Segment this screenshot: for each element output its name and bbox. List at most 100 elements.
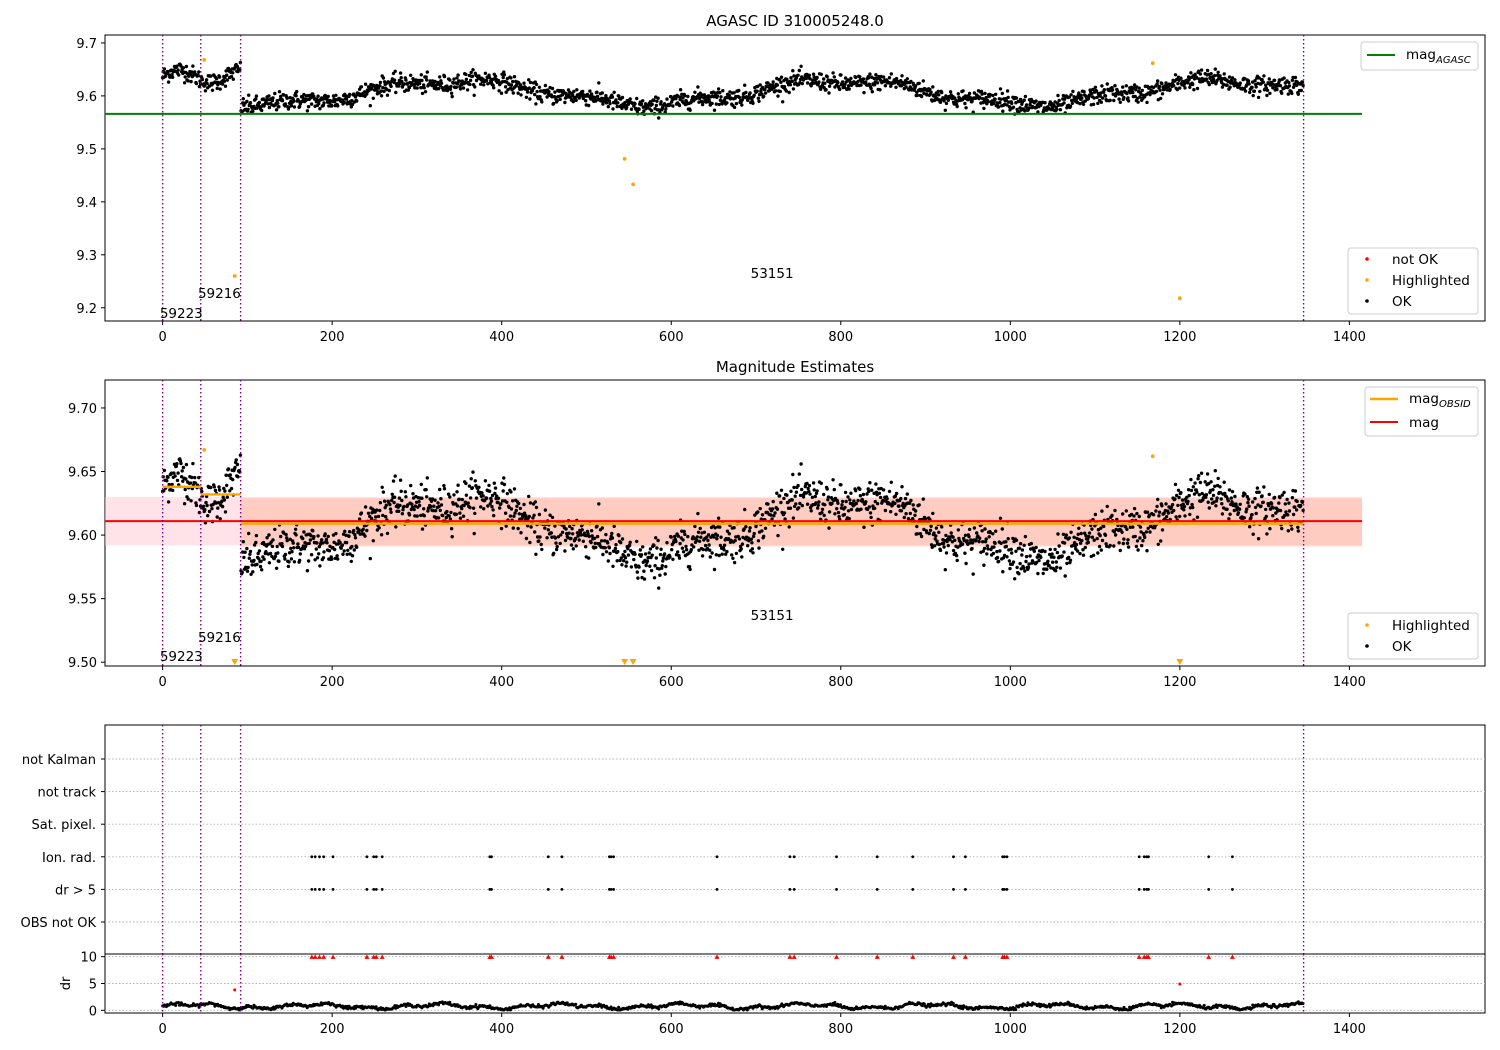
p2-ok-point: [1198, 480, 1203, 485]
p2-ok-point: [452, 493, 456, 497]
p2-ok-point: [790, 498, 794, 502]
p2-ok-point: [611, 564, 615, 568]
p2-ok-point: [985, 552, 989, 556]
p2-ok-point: [471, 470, 475, 474]
p1-ok-point: [1093, 85, 1098, 90]
p2-ok-point: [826, 498, 830, 502]
p2-ok-point: [991, 551, 996, 556]
p2-ok-point: [1248, 525, 1252, 529]
p1-ok-point: [493, 74, 498, 79]
p1-ok-point: [415, 86, 419, 90]
p2-ok-point: [836, 510, 841, 515]
p2-ok-point: [537, 512, 542, 517]
p2-ok-point: [747, 529, 752, 533]
p2-ok-point: [1057, 544, 1061, 548]
p4-dr-point: [197, 1005, 201, 1009]
p1-ok-point: [1090, 91, 1094, 96]
p2-ok-point: [538, 535, 542, 539]
p2-ok-point: [682, 529, 686, 534]
p2-ok-point: [903, 496, 908, 501]
p1-ok-point: [1222, 72, 1226, 76]
p2-ok-point: [868, 511, 873, 515]
p1-ok-point: [1099, 100, 1104, 104]
p1-ok-point: [1179, 76, 1183, 80]
p1-ok-point: [998, 100, 1002, 105]
p2-ok-point: [528, 501, 533, 505]
p1-ok-point: [456, 73, 460, 77]
p1-title: AGASC ID 310005248.0: [706, 12, 884, 30]
p2-ok-point: [743, 507, 747, 512]
p2-ok-point: [1060, 554, 1064, 558]
p2-ok-point: [981, 540, 985, 544]
p2-ok-point: [1195, 515, 1200, 519]
p2-ok-point: [317, 552, 321, 556]
p1-ok-point: [979, 89, 984, 94]
p2-ok-point: [1096, 551, 1100, 555]
p1-ok-point: [612, 90, 616, 95]
p1-ok-point: [574, 98, 578, 103]
p1-ok-point: [209, 74, 213, 78]
p2-ok-point: [956, 528, 960, 532]
p2-ok-point: [398, 478, 403, 482]
p1-ok-point: [1052, 103, 1056, 107]
p2-ok-point: [934, 534, 938, 538]
p2-ok-point: [473, 479, 477, 483]
p2-ok-point: [1034, 545, 1038, 550]
p3-flag-point: [875, 888, 879, 891]
p1-ok-point: [379, 89, 383, 93]
p2-ok-point: [334, 531, 338, 536]
p2-ok-point: [577, 538, 581, 542]
p2-ok-point: [491, 508, 495, 512]
p2-ok-point: [1097, 544, 1102, 549]
p1-ok-point: [353, 95, 358, 99]
p2-ok-point: [415, 514, 419, 518]
p2-ok-point: [623, 556, 628, 560]
p1-ok-point: [668, 103, 672, 107]
p2-ok-point: [287, 560, 291, 564]
p1-x-tick-label: 1400: [1333, 330, 1366, 345]
p2-ok-point: [830, 501, 834, 506]
p2-ok-point: [1293, 505, 1297, 509]
p1-ok-point: [1168, 87, 1172, 92]
p1-ok-point: [1253, 79, 1257, 83]
p2-ok-point: [587, 534, 591, 539]
p2-ok-point: [332, 540, 336, 544]
p2-ok-point: [674, 539, 678, 544]
p2-ok-point: [503, 511, 508, 515]
p2-ok-point: [875, 502, 880, 506]
p2-ok-point: [1210, 497, 1214, 501]
p2-ok-point: [578, 530, 583, 534]
p2-ok-point: [301, 536, 305, 541]
p1-ok-point: [1271, 82, 1276, 87]
p1-ok-point: [1094, 89, 1099, 93]
p2-ok-point: [1199, 471, 1204, 475]
p2-ok-point: [766, 502, 770, 506]
p2-ok-point: [273, 554, 278, 559]
p1-ok-point: [1238, 81, 1242, 85]
p2-ok-point: [1206, 500, 1210, 504]
p2-ok-point: [748, 526, 752, 530]
p2-ok-point: [1253, 496, 1257, 501]
p2-ok-point: [797, 506, 801, 510]
p2-ok-point: [567, 531, 571, 535]
p2-ok-point: [341, 552, 345, 556]
p2-ok-point: [1080, 538, 1084, 543]
p1-ok-point: [191, 64, 195, 68]
p3-flag-point: [1142, 855, 1146, 859]
p1-ok-point: [1158, 88, 1162, 92]
p1-legend-marker: [1365, 257, 1369, 261]
p1-ok-point: [756, 96, 761, 101]
p2-ok-point: [953, 538, 957, 542]
p1-ok-point: [218, 87, 222, 91]
p2-ok-point: [1136, 548, 1140, 552]
p2-ok-point: [346, 548, 350, 552]
p1-ok-point: [454, 85, 459, 90]
p1-ok-point: [955, 104, 959, 109]
p2-ok-point: [600, 526, 604, 530]
p1-ok-point: [511, 91, 515, 95]
p1-ok-point: [1000, 91, 1004, 96]
p1-ok-point: [553, 90, 557, 94]
p2-ok-point: [708, 548, 712, 552]
p2-ok-point: [175, 478, 180, 483]
p1-ok-point: [534, 82, 539, 87]
